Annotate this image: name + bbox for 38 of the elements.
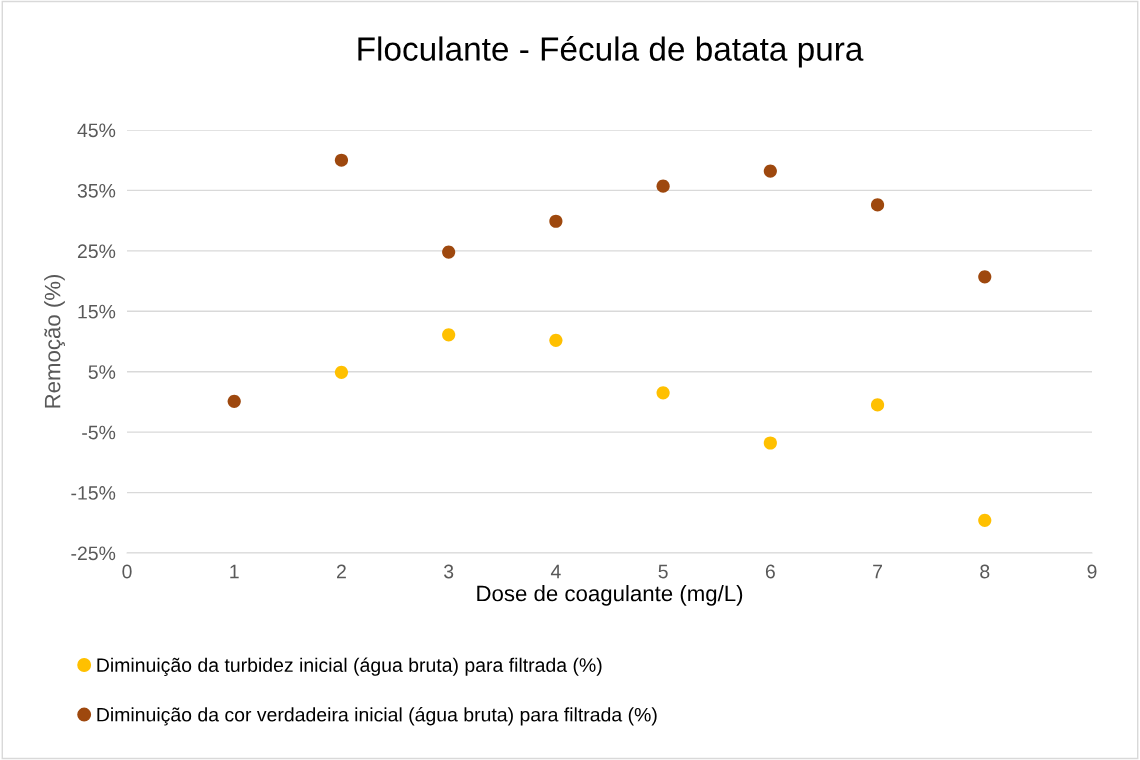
point	[978, 513, 992, 527]
legend-label: Diminuição da turbidez inicial (água bruta) para filtrada (%)	[97, 657, 602, 676]
point	[442, 245, 456, 259]
point	[334, 153, 349, 167]
y-tick-label: 25%	[77, 244, 116, 259]
x-tick-label: 7	[873, 564, 882, 579]
point	[978, 270, 992, 284]
y-axis-title: Remoção (%)	[44, 274, 65, 408]
y-tick-label: -15%	[71, 486, 116, 500]
point	[549, 333, 563, 347]
point	[334, 365, 349, 379]
point	[442, 328, 456, 342]
point	[549, 214, 563, 228]
x-tick-label: 4	[550, 564, 561, 579]
y-tick-label: -5%	[82, 425, 116, 440]
y-tick-label: 45%	[77, 123, 116, 138]
x-axis-title: Dose de coagulante (mg/L)	[477, 585, 743, 606]
point	[656, 179, 670, 193]
y-tick-label: 5%	[88, 365, 116, 379]
x-tick-label: 0	[122, 564, 132, 579]
chart-title: Floculante - Fécula de batata pura	[358, 36, 864, 68]
x-tick-label: 5	[658, 564, 668, 579]
y-tick-label: -25%	[71, 546, 116, 561]
y-tick-label: 15%	[78, 304, 116, 319]
x-tick-label: 8	[980, 564, 990, 579]
x-tick-label: 3	[444, 564, 454, 579]
legend-label: Diminuição da cor verdadeira inicial (água bruta) para filtrada (%)	[97, 707, 657, 726]
x-tick-label: 9	[1087, 564, 1097, 579]
point	[656, 386, 670, 400]
x-tick-label: 6	[765, 564, 775, 579]
point	[870, 198, 885, 212]
point	[227, 394, 241, 408]
point	[763, 436, 777, 450]
y-tick-label: 35%	[77, 183, 116, 198]
x-tick-label: 2	[337, 564, 346, 579]
point	[763, 164, 777, 178]
point	[870, 398, 885, 412]
x-tick-label: 1	[230, 564, 239, 579]
